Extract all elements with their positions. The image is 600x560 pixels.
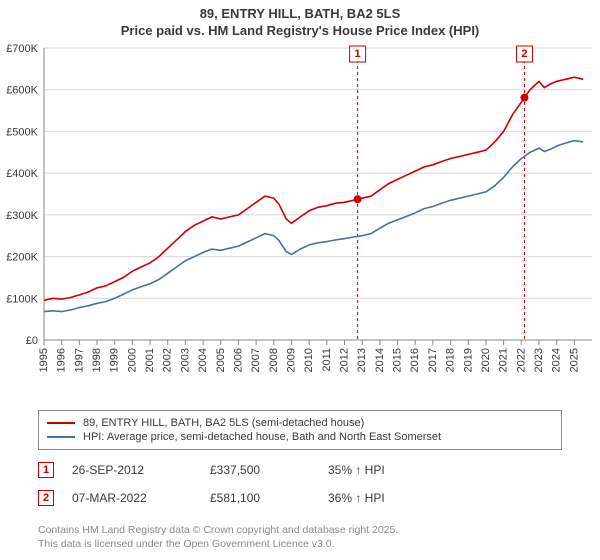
svg-text:2010: 2010 bbox=[303, 348, 315, 372]
svg-text:2023: 2023 bbox=[533, 348, 545, 372]
svg-text:2024: 2024 bbox=[551, 348, 563, 372]
svg-text:1: 1 bbox=[355, 48, 361, 60]
sale-date: 26-SEP-2012 bbox=[72, 463, 192, 477]
svg-text:2017: 2017 bbox=[427, 348, 439, 372]
svg-text:2000: 2000 bbox=[126, 348, 138, 372]
legend-item: HPI: Average price, semi-detached house,… bbox=[47, 431, 553, 443]
svg-text:2007: 2007 bbox=[250, 348, 262, 372]
chart-subtitle: Price paid vs. HM Land Registry's House … bbox=[0, 23, 600, 42]
sale-marker-icon: 2 bbox=[38, 490, 54, 506]
svg-text:1995: 1995 bbox=[38, 348, 50, 372]
svg-text:2015: 2015 bbox=[392, 348, 404, 372]
svg-text:2013: 2013 bbox=[356, 348, 368, 372]
svg-text:£100K: £100K bbox=[6, 293, 38, 305]
svg-text:2005: 2005 bbox=[215, 348, 227, 372]
svg-text:2001: 2001 bbox=[144, 348, 156, 372]
svg-text:2022: 2022 bbox=[515, 348, 527, 372]
svg-text:2002: 2002 bbox=[162, 348, 174, 372]
sale-hpi-diff: 36% ↑ HPI bbox=[328, 491, 448, 505]
svg-text:2009: 2009 bbox=[285, 348, 297, 372]
footnote-line: Contains HM Land Registry data © Crown c… bbox=[38, 524, 562, 538]
sale-hpi-diff: 35% ↑ HPI bbox=[328, 463, 448, 477]
svg-text:£200K: £200K bbox=[6, 252, 38, 264]
svg-text:2006: 2006 bbox=[232, 348, 244, 372]
legend-swatch bbox=[47, 422, 75, 424]
svg-text:2019: 2019 bbox=[462, 348, 474, 372]
line-chart: £0 £100K £200K £300K £400K £500K £600K £700K 199… bbox=[0, 42, 600, 402]
legend: 89, ENTRY HILL, BATH, BA2 5LS (semi-deta… bbox=[38, 410, 562, 450]
chart-title: 89, ENTRY HILL, BATH, BA2 5LS bbox=[0, 0, 600, 23]
svg-text:2003: 2003 bbox=[179, 348, 191, 372]
sales-table: 1 26-SEP-2012 £337,500 35% ↑ HPI 2 07-MA… bbox=[38, 456, 562, 512]
svg-text:2012: 2012 bbox=[339, 348, 351, 372]
footnote: Contains HM Land Registry data © Crown c… bbox=[38, 524, 562, 551]
sale-marker-icon: 1 bbox=[38, 462, 54, 478]
svg-text:2: 2 bbox=[521, 48, 527, 60]
svg-text:2018: 2018 bbox=[445, 348, 457, 372]
legend-label: HPI: Average price, semi-detached house,… bbox=[83, 431, 441, 443]
sale-row: 2 07-MAR-2022 £581,100 36% ↑ HPI bbox=[38, 484, 562, 512]
footnote-line: This data is licensed under the Open Gov… bbox=[38, 538, 562, 552]
sale-price: £337,500 bbox=[210, 463, 310, 477]
svg-text:1997: 1997 bbox=[73, 348, 85, 372]
svg-text:£500K: £500K bbox=[6, 126, 38, 138]
svg-text:2016: 2016 bbox=[409, 348, 421, 372]
legend-label: 89, ENTRY HILL, BATH, BA2 5LS (semi-deta… bbox=[83, 417, 364, 429]
svg-text:£400K: £400K bbox=[6, 168, 38, 180]
svg-text:2011: 2011 bbox=[321, 348, 333, 372]
svg-text:£300K: £300K bbox=[6, 210, 38, 222]
svg-text:£700K: £700K bbox=[6, 43, 38, 55]
legend-swatch bbox=[47, 436, 75, 438]
sale-date: 07-MAR-2022 bbox=[72, 491, 192, 505]
svg-text:2014: 2014 bbox=[374, 348, 386, 372]
svg-text:2004: 2004 bbox=[197, 348, 209, 372]
sale-price: £581,100 bbox=[210, 491, 310, 505]
svg-text:1996: 1996 bbox=[56, 348, 68, 372]
svg-text:1999: 1999 bbox=[109, 348, 121, 372]
svg-text:£0: £0 bbox=[26, 335, 38, 347]
svg-text:2008: 2008 bbox=[268, 348, 280, 372]
svg-text:2025: 2025 bbox=[568, 348, 580, 372]
legend-item: 89, ENTRY HILL, BATH, BA2 5LS (semi-deta… bbox=[47, 417, 553, 429]
svg-text:1998: 1998 bbox=[91, 348, 103, 372]
svg-text:2020: 2020 bbox=[480, 348, 492, 372]
svg-text:£600K: £600K bbox=[6, 85, 38, 97]
sale-row: 1 26-SEP-2012 £337,500 35% ↑ HPI bbox=[38, 456, 562, 484]
svg-text:2021: 2021 bbox=[498, 348, 510, 372]
